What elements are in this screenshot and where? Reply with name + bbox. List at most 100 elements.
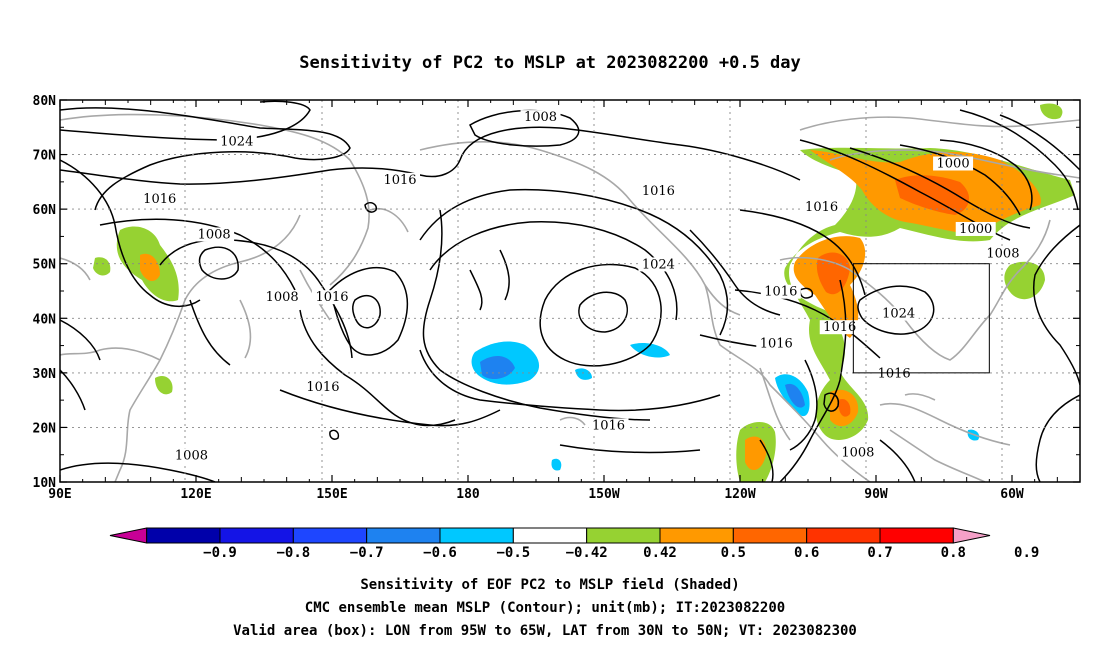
contour-label: 1024 [882, 307, 915, 322]
colorbar-label: −0.5 [496, 545, 530, 561]
contour-label: 1016 [383, 173, 416, 188]
lon-tick-label: 60W [1000, 487, 1024, 502]
colorbar-swatch [806, 527, 881, 544]
contour-label-bg [588, 418, 629, 433]
contour-label: 1016 [760, 337, 793, 352]
lat-tick-label: 20N [33, 421, 57, 436]
high-positive-sensitivity-area [816, 252, 850, 295]
contour-label: 1008 [175, 448, 208, 463]
contour-label-bg [638, 257, 679, 272]
contour-label-bg [955, 221, 996, 236]
contour-label-bg [878, 306, 919, 321]
lat-tick-label: 70N [33, 149, 57, 164]
colorbar-swatch [512, 527, 588, 544]
contour-label: 1016 [306, 380, 339, 395]
contour-label-bg [801, 200, 842, 215]
contour-label: 1016 [823, 320, 856, 335]
longitude-axis: 90E 120E 150E 180 150W 120W 90W 60W [48, 100, 1058, 502]
caption-line-3: Valid area (box): LON from 95W to 65W, L… [233, 623, 857, 639]
lon-tick-label: 90E [48, 487, 71, 502]
colorbar-label: −0.8 [276, 545, 310, 561]
contour-label-bg [756, 336, 797, 351]
contour-label-bg [520, 110, 561, 125]
contour-label: 1016 [143, 192, 176, 207]
contour-label-bg [638, 183, 679, 198]
lon-tick-label: 150W [588, 487, 619, 502]
colorbar-label: −0.6 [423, 545, 457, 561]
colorbar-label: 0.42 [643, 545, 677, 561]
negative-sensitivity-area [785, 383, 805, 408]
contour-label: 1016 [592, 418, 625, 433]
lat-tick-label: 40N [33, 312, 57, 327]
caption-line-1: Sensitivity of EOF PC2 to MSLP field (Sh… [360, 577, 739, 593]
contour-label-bg [837, 445, 878, 460]
strong-positive-sensitivity-area [745, 436, 767, 471]
colorbar-label: 0.9 [1014, 545, 1039, 561]
contour-label-bg [139, 191, 180, 206]
contour-label: 1008 [266, 290, 299, 305]
colorbar-label: 0.8 [941, 545, 966, 561]
contour-label-bg [262, 290, 303, 305]
valid-area-box [852, 263, 990, 374]
contour-label: 1016 [642, 184, 675, 199]
positive-sensitivity-area [93, 257, 111, 276]
contour-label-bg [312, 290, 352, 305]
lat-tick-label: 80N [33, 94, 57, 109]
latitude-axis: 80N 70N 60N 50N 40N 30N 20N 10N [33, 94, 1080, 491]
colorbar-swatch [219, 527, 294, 544]
contour-label-bg [874, 366, 915, 381]
contour-label: 1008 [524, 110, 557, 125]
strong-positive-sensitivity-area [140, 253, 160, 282]
contour-label-bg [982, 246, 1023, 261]
contour-label: 1024 [220, 135, 253, 150]
figure-captions: Sensitivity of EOF PC2 to MSLP field (Sh… [233, 577, 857, 639]
colorbar-label: 0.5 [721, 545, 746, 561]
lon-tick-label: 150E [316, 487, 347, 502]
lat-tick-label: 10N [33, 476, 57, 491]
contour-label-bg [171, 448, 212, 463]
colorbar-label: −0.9 [203, 545, 237, 561]
lat-tick-label: 50N [33, 258, 57, 273]
colorbar-swatch [146, 527, 221, 544]
contour-label: 1008 [986, 247, 1019, 262]
colorbar-label: 0.7 [867, 545, 892, 561]
lon-tick-label: 180 [456, 487, 480, 502]
map-panel: 1008 1024 1016 1016 1016 1016 1000 1000 1008 1008… [59, 99, 1081, 483]
contour-label: 1024 [642, 257, 675, 272]
negative-sensitivity-area [630, 343, 670, 358]
contour-label-bg [380, 172, 420, 187]
colorbar-swatch [879, 527, 954, 544]
lon-tick-label: 120E [180, 487, 211, 502]
lon-tick-label: 120W [724, 487, 755, 502]
contour-label: 1016 [315, 290, 348, 305]
positive-sensitivity-area [1004, 261, 1045, 300]
colorbar-swatch [292, 527, 368, 544]
caption-line-2: CMC ensemble mean MSLP (Contour); unit(m… [305, 600, 785, 616]
colorbar-swatch [586, 527, 661, 544]
colorbar-swatch [439, 527, 514, 544]
contour-label-bg [760, 284, 801, 299]
contour-label: 1008 [198, 227, 231, 242]
mslp-contours [60, 100, 1080, 482]
positive-sensitivity-area [1040, 103, 1063, 120]
contour-label: 1000 [959, 222, 992, 237]
negative-sensitivity-area [575, 368, 592, 380]
contour-label-bg [302, 380, 343, 395]
lat-tick-label: 60N [33, 203, 57, 218]
colorbar-end-triangle [109, 527, 148, 544]
positive-sensitivity-area [155, 375, 173, 395]
figure-title: Sensitivity of PC2 to MSLP at 2023082200… [299, 53, 801, 73]
negative-sensitivity-area [551, 458, 562, 471]
lon-tick-label: 90W [864, 487, 888, 502]
high-positive-sensitivity-area [838, 398, 851, 417]
high-positive-sensitivity-area [895, 175, 970, 215]
contour-labels: 1008 1024 1016 1016 1016 1016 1000 1000 1008 1008… [139, 110, 1023, 463]
negative-sensitivity-area [480, 356, 515, 380]
colorbar-label: −0.42 [566, 545, 608, 561]
contour-label-bg [194, 227, 235, 242]
contour-label: 1016 [805, 200, 838, 215]
contour-label-bg [819, 320, 860, 335]
contour-label: 1000 [937, 156, 970, 171]
colorbar-label: −0.7 [350, 545, 384, 561]
